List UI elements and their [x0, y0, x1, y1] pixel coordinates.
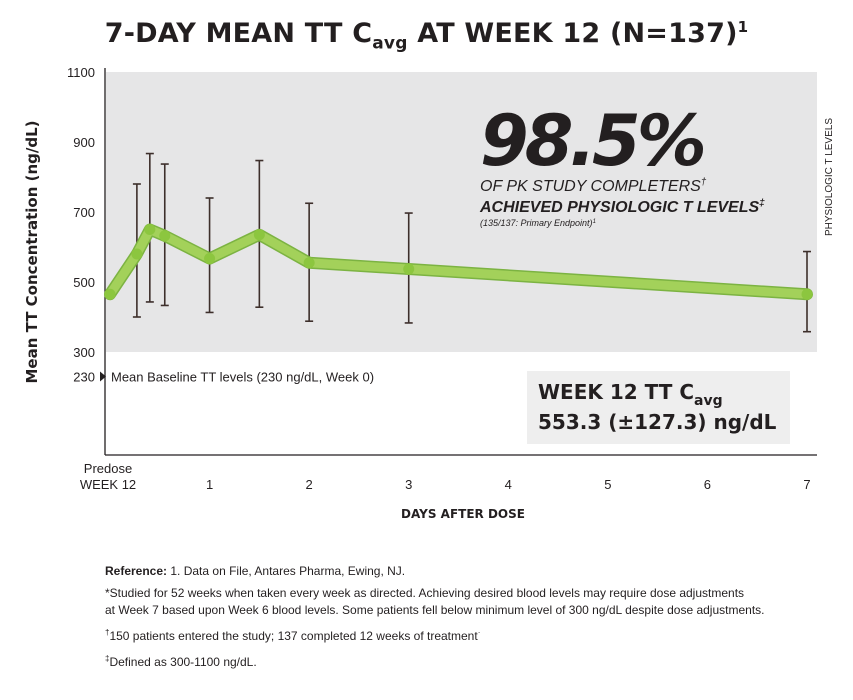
footnotes: Reference: 1. Data on File, Antares Phar…: [105, 563, 765, 676]
callout-line3: (135/137: Primary Endpoint)1: [480, 218, 596, 228]
baseline-tick-label: 230: [73, 370, 95, 385]
data-point: [801, 288, 813, 300]
week12-result-box: [527, 371, 790, 444]
callout-line1: OF PK STUDY COMPLETERS†: [480, 177, 707, 195]
y-tick-label: 500: [73, 275, 95, 290]
title-sub: avg: [372, 33, 408, 54]
result-line2: 553.3 (±127.3) ng/dL: [538, 410, 777, 434]
physiologic-range-band: [106, 72, 817, 352]
data-point: [159, 230, 171, 242]
y-tick-label: 700: [73, 205, 95, 220]
data-point: [204, 253, 216, 265]
data-point: [303, 257, 315, 269]
x-tick-label: 6: [704, 477, 711, 492]
x-tick-label: 4: [505, 477, 512, 492]
title-sup: 1: [737, 18, 749, 36]
mean-tt-series: [104, 152, 813, 333]
x-tick-label: Predose WEEK 12: [80, 461, 136, 492]
chart-title: 7-DAY MEAN TT Cavg AT WEEK 12 (N=137)1: [0, 18, 853, 53]
y-tick-label: 1100: [67, 65, 95, 80]
footnote-dagger: †150 patients entered the study; 137 com…: [105, 628, 481, 643]
title-rest: AT WEEK 12 (N=137): [407, 18, 738, 49]
physiologic-levels-label: PHYSIOLOGIC T LEVELS: [824, 118, 835, 236]
chart-axes: 300 500 700 900 1100 Predose WEEK 12 1 2 3 4 5 6 7: [67, 65, 817, 492]
x-tick-label: 5: [604, 477, 611, 492]
data-point: [131, 248, 143, 260]
footnote-star: *Studied for 52 weeks when taken every w…: [105, 586, 765, 617]
baseline-label: Mean Baseline TT levels (230 ng/dL, Week…: [111, 370, 374, 385]
callout-line2: ACHIEVED PHYSIOLOGIC T LEVELS‡: [479, 198, 765, 216]
x-axis-title: DAYS AFTER DOSE: [401, 507, 525, 521]
result-line1: WEEK 12 TT Cavg: [538, 380, 723, 409]
data-point: [253, 229, 265, 241]
footnote-double-dagger: ‡Defined as 300-1100 ng/dL.: [105, 654, 257, 669]
x-tick-label: 7: [803, 477, 810, 492]
x-tick-label: 1: [206, 477, 213, 492]
x-tick-label: 2: [306, 477, 313, 492]
footnote-reference: Reference: 1. Data on File, Antares Phar…: [105, 564, 406, 578]
data-point: [104, 288, 116, 300]
y-tick-label: 900: [73, 135, 95, 150]
callout-percent: 98.5%: [480, 100, 704, 182]
title-main: 7-DAY MEAN TT C: [104, 18, 373, 49]
y-tick-label: 300: [73, 345, 95, 360]
data-point: [403, 263, 415, 275]
x-tick-label: 3: [405, 477, 412, 492]
data-point: [144, 224, 156, 235]
y-axis-title: Mean TT Concentration (ng/dL): [23, 121, 41, 384]
tt-concentration-chart: 300 500 700 900 1100 Predose WEEK 12 1 2 3 4 5 6 7 98…: [23, 65, 835, 521]
baseline-arrow-icon: [100, 371, 106, 382]
